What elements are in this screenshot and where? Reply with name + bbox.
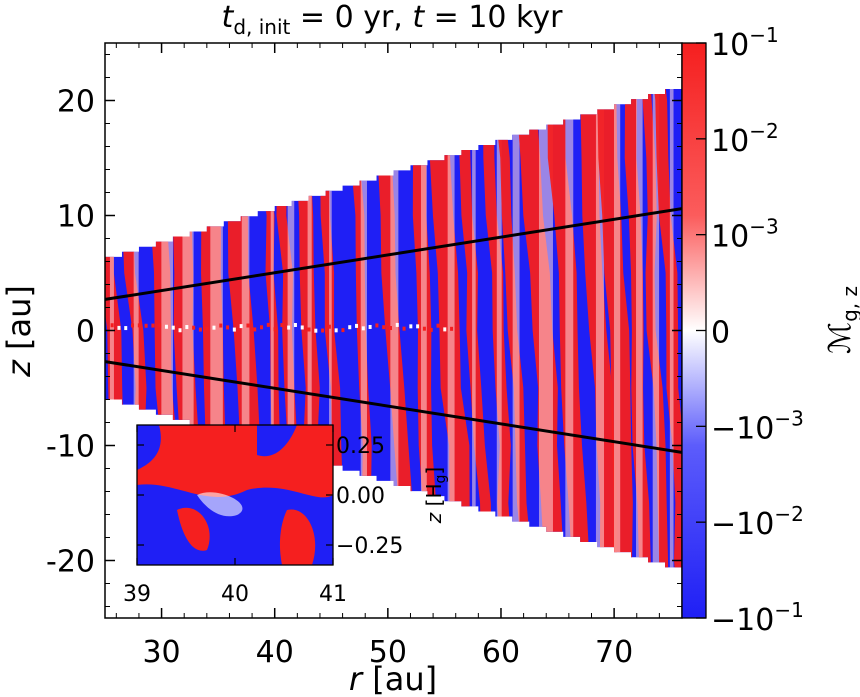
inset-x-tick-label: 39	[123, 582, 151, 607]
inset-y-tick-label: 0.00	[336, 484, 385, 509]
x-tick-label: 70	[595, 635, 633, 670]
colorbar-tick-label: −10−3	[711, 406, 804, 446]
colorbar-tick-label: 0	[711, 316, 730, 351]
inset-panel: 39 40 41 0.25 0.00 −0.25 z [Hg]	[123, 424, 449, 607]
x-tick-label: 30	[142, 635, 180, 670]
y-tick-label: -20	[46, 545, 95, 580]
colorbar-tick-label: 10−1	[711, 23, 779, 63]
colorbar-tick-label: −10−1	[711, 598, 804, 638]
inset-x-tick-label: 41	[319, 582, 347, 607]
y-tick-label: -10	[46, 430, 95, 465]
inset-y-axis-label: z [Hg]	[422, 467, 449, 524]
y-tick-label: 20	[57, 85, 95, 120]
inset-y-tick-label: 0.25	[336, 434, 385, 459]
x-tick-label: 40	[256, 635, 294, 670]
x-tick-label: 50	[369, 635, 407, 670]
y-tick-label: 10	[57, 200, 95, 235]
plot-area: 30 40 50 60 70 -20 -10 0 10 20	[46, 42, 683, 670]
x-axis-label: r [au]	[349, 660, 437, 697]
scale-height-line-upper	[105, 207, 682, 301]
y-axis-label: z [au]	[0, 285, 38, 378]
x-tick-label: 60	[482, 635, 520, 670]
scale-height-line-lower	[105, 360, 682, 454]
chart-title: td, init = 0 yr, t = 10 kyr	[222, 0, 564, 39]
inset-x-tick-label: 40	[221, 582, 249, 607]
colorbar-label: ℳg, z	[823, 286, 860, 354]
colorbar-tick-label: 10−2	[711, 119, 779, 159]
colorbar: 10−1 10−2 10−3 0 −10−3 −10−2 −10−1 ℳg, z	[681, 23, 860, 638]
colorbar-tick-label: 10−3	[711, 215, 779, 255]
inset-y-tick-label: −0.25	[336, 534, 403, 559]
y-tick-label: 0	[76, 315, 95, 350]
colorbar-tick-label: −10−2	[711, 502, 804, 542]
